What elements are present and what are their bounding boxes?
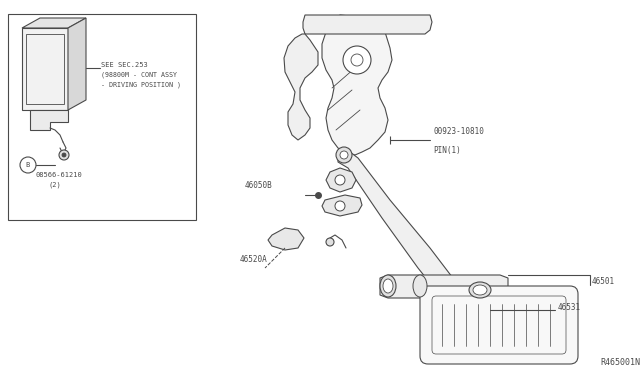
Polygon shape bbox=[22, 28, 68, 110]
Polygon shape bbox=[322, 195, 362, 216]
Text: (98800M - CONT ASSY: (98800M - CONT ASSY bbox=[101, 72, 177, 78]
Circle shape bbox=[340, 151, 348, 159]
FancyBboxPatch shape bbox=[420, 286, 578, 364]
Polygon shape bbox=[326, 168, 356, 192]
Bar bbox=[8, 14, 196, 220]
Circle shape bbox=[335, 201, 345, 211]
Circle shape bbox=[59, 150, 69, 160]
Text: B: B bbox=[26, 162, 30, 168]
Circle shape bbox=[335, 175, 345, 185]
Polygon shape bbox=[380, 275, 508, 298]
Circle shape bbox=[336, 147, 352, 163]
Text: 46531: 46531 bbox=[558, 304, 581, 312]
Text: 00923-10810: 00923-10810 bbox=[433, 127, 484, 136]
Circle shape bbox=[62, 153, 66, 157]
Circle shape bbox=[343, 46, 371, 74]
Text: R465001N: R465001N bbox=[600, 358, 640, 367]
Circle shape bbox=[351, 54, 363, 66]
Polygon shape bbox=[268, 228, 304, 250]
Text: PIN(1): PIN(1) bbox=[433, 146, 461, 155]
Text: (2): (2) bbox=[49, 182, 61, 189]
Ellipse shape bbox=[413, 275, 427, 297]
Polygon shape bbox=[338, 152, 470, 312]
Polygon shape bbox=[284, 34, 318, 140]
Text: 46520A: 46520A bbox=[240, 255, 268, 264]
Text: - DRIVING POSITION ): - DRIVING POSITION ) bbox=[101, 82, 181, 89]
Ellipse shape bbox=[380, 275, 396, 297]
Polygon shape bbox=[30, 110, 68, 130]
Ellipse shape bbox=[469, 282, 491, 298]
Polygon shape bbox=[322, 15, 392, 155]
Text: SEE SEC.253: SEE SEC.253 bbox=[101, 62, 148, 68]
Polygon shape bbox=[22, 18, 86, 28]
Ellipse shape bbox=[473, 285, 487, 295]
Text: 46501: 46501 bbox=[592, 278, 615, 286]
Circle shape bbox=[326, 238, 334, 246]
Polygon shape bbox=[303, 15, 432, 34]
Circle shape bbox=[20, 157, 36, 173]
Text: 08566-61210: 08566-61210 bbox=[36, 172, 83, 178]
Ellipse shape bbox=[383, 279, 393, 293]
Polygon shape bbox=[68, 18, 86, 110]
Text: 46050B: 46050B bbox=[245, 181, 273, 190]
